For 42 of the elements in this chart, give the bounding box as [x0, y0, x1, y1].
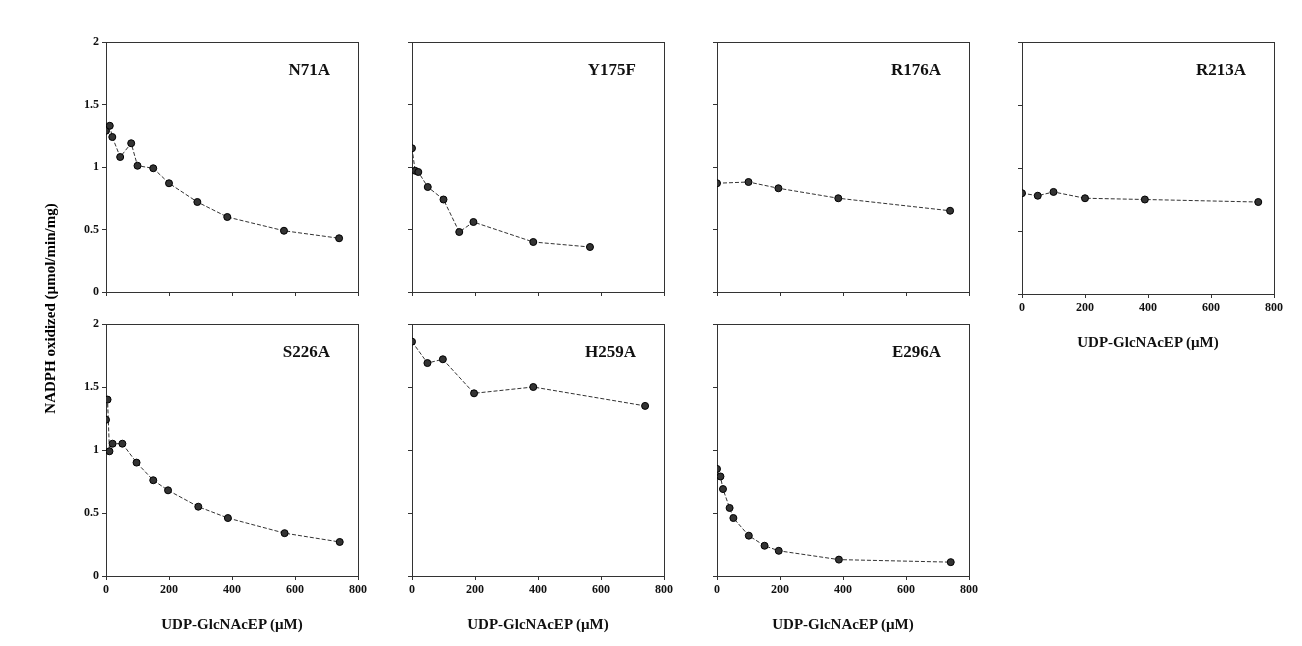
- x-tick-label: 0: [103, 582, 109, 597]
- x-tick-label: 400: [834, 582, 852, 597]
- text: Y175F: [587, 59, 636, 79]
- x-axis-title: UDP-GlcNAcEP (µM): [1077, 333, 1219, 351]
- x-tick-label: 600: [286, 582, 304, 597]
- x-axis-title: UDP-GlcNAcEP (µM): [772, 615, 914, 633]
- y-tick-label: 0.5: [84, 505, 99, 520]
- x-tick-label: 600: [1202, 300, 1220, 315]
- y-axis-title: NADPH oxidized (µmol/min/mg): [41, 202, 59, 414]
- y-tick-label: 1.5: [84, 96, 99, 111]
- text: H259A: [585, 341, 637, 361]
- x-tick-label: 600: [897, 582, 915, 597]
- x-tick-label: 200: [160, 582, 178, 597]
- x-tick-label: 0: [409, 582, 415, 597]
- y-tick-label: 1: [93, 159, 99, 174]
- y-tick-label: 2: [93, 34, 99, 49]
- y-tick-label: 2: [93, 316, 99, 331]
- x-tick-label: 400: [223, 582, 241, 597]
- x-tick-label: 800: [349, 582, 367, 597]
- x-tick-label: 800: [655, 582, 673, 597]
- y-tick-label: 0: [93, 284, 99, 299]
- x-tick-label: 200: [1076, 300, 1094, 315]
- x-tick-label: 800: [1265, 300, 1283, 315]
- x-tick-label: 400: [529, 582, 547, 597]
- x-tick-label: 400: [1139, 300, 1157, 315]
- y-tick-label: 0.5: [84, 221, 99, 236]
- y-tick-label: 0: [93, 568, 99, 583]
- x-tick-label: 200: [771, 582, 789, 597]
- x-tick-label: 0: [1019, 300, 1025, 315]
- x-tick-label: 0: [714, 582, 720, 597]
- x-tick-label: 600: [592, 582, 610, 597]
- text: R213A: [1195, 59, 1247, 79]
- text: N71A: [288, 59, 331, 79]
- y-tick-label: 1: [93, 442, 99, 457]
- text: E296A: [891, 341, 942, 361]
- text: R176A: [890, 59, 942, 79]
- x-tick-label: 800: [960, 582, 978, 597]
- text: S226A: [282, 341, 331, 361]
- x-axis-title: UDP-GlcNAcEP (µM): [161, 615, 303, 633]
- x-tick-label: 200: [466, 582, 484, 597]
- x-axis-title: UDP-GlcNAcEP (µM): [467, 615, 609, 633]
- y-tick-label: 1.5: [84, 379, 99, 394]
